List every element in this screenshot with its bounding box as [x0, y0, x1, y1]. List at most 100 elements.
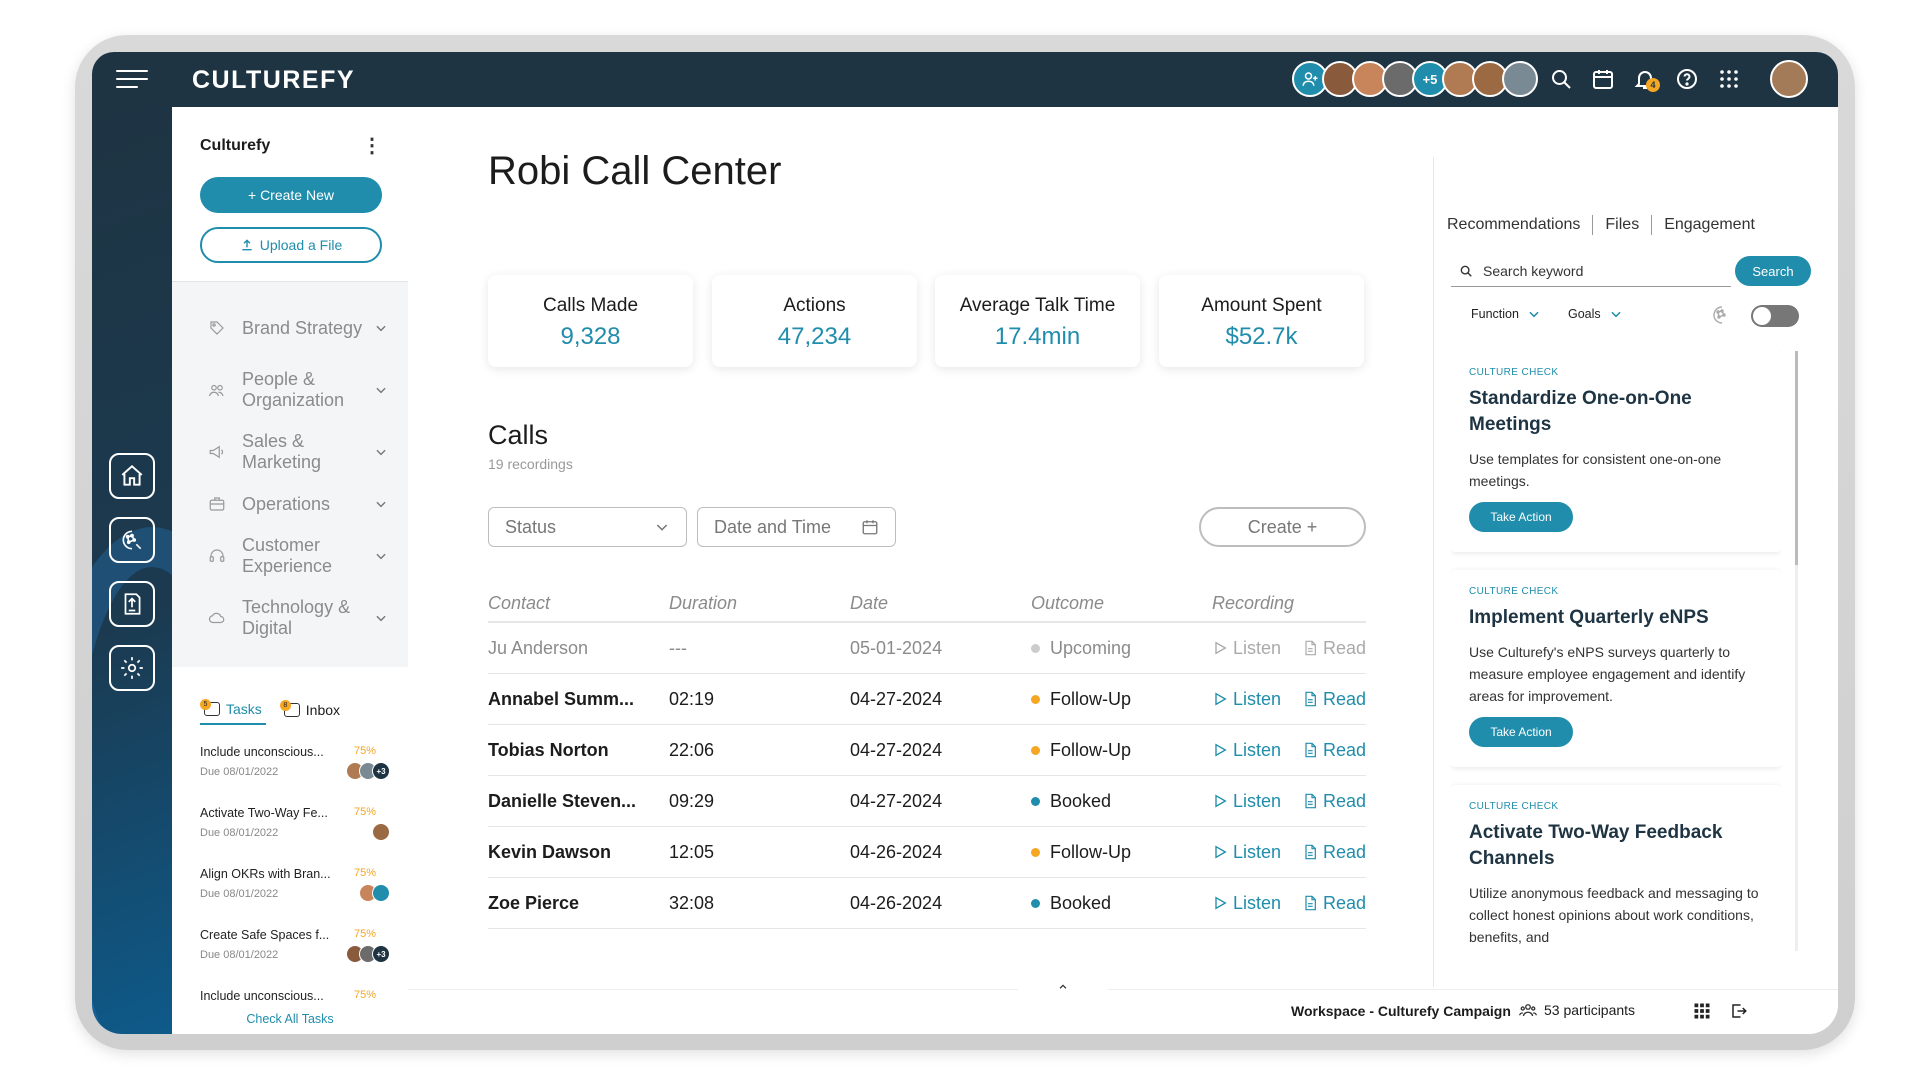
read-link[interactable]: Read [1302, 842, 1366, 863]
search-button[interactable]: Search [1735, 256, 1811, 286]
sidebar-item-brand-strategy[interactable]: Brand Strategy [172, 297, 408, 359]
status-filter[interactable]: Status [488, 507, 687, 547]
learning-icon[interactable] [109, 581, 155, 627]
tab-tasks[interactable]: 5 Tasks [200, 695, 266, 725]
search-icon[interactable] [1548, 64, 1574, 94]
more-options-icon[interactable]: ⋮ [362, 135, 382, 157]
help-icon[interactable] [1674, 64, 1700, 94]
card-kicker: CULTURE CHECK [1469, 586, 1559, 597]
date-time-filter[interactable]: Date and Time [697, 507, 896, 547]
listen-label: Listen [1233, 637, 1282, 658]
ai-brain-icon[interactable] [1709, 303, 1735, 327]
chevron-down-icon[interactable] [374, 549, 388, 563]
chevron-down-icon[interactable] [374, 383, 388, 397]
chevron-down-icon[interactable] [374, 611, 388, 625]
bell-icon[interactable]: 4 [1632, 64, 1660, 94]
read-link[interactable]: Read [1302, 689, 1366, 710]
apps-grid-icon[interactable] [1716, 64, 1742, 94]
card-kicker: CULTURE CHECK [1469, 801, 1559, 812]
page-title: Robi Call Center [488, 149, 782, 193]
column-header-contact[interactable]: Contact [488, 592, 551, 613]
scrollbar[interactable] [1795, 351, 1798, 951]
create-new-button[interactable]: + Create New [200, 177, 382, 213]
list-item[interactable]: Create Safe Spaces f... 75% Due 08/01/20… [200, 920, 390, 981]
status-dot [1031, 847, 1040, 857]
listen-link[interactable]: Listen [1212, 638, 1302, 659]
user-avatar[interactable] [1770, 60, 1808, 98]
chevron-down-icon[interactable] [374, 321, 388, 335]
table-row[interactable]: Kevin Dawson 12:05 04-26-2024 Follow-Up List… [488, 827, 1366, 878]
list-item[interactable]: Activate Two-Way Fe... 75% Due 08/01/202… [200, 798, 390, 859]
avatar[interactable] [1322, 61, 1358, 97]
category-nav: Brand Strategy People & Organization Sal… [172, 297, 408, 649]
listen-link[interactable]: Listen [1212, 791, 1302, 812]
duration-cell: 02:19 [669, 688, 715, 709]
recording-cell: Listen Read [1212, 740, 1366, 761]
read-link[interactable]: Read [1302, 893, 1366, 914]
tab-recommendations[interactable]: Recommendations [1447, 216, 1581, 233]
list-item[interactable]: Include unconscious... 75% Due 08/01/202… [200, 737, 390, 798]
recommendation-list: CULTURE CHECK Standardize One-on-One Mee… [1451, 351, 1781, 951]
listen-link[interactable]: Listen [1212, 740, 1302, 761]
create-call-button[interactable]: Create + [1199, 507, 1366, 547]
column-header-recording[interactable]: Recording [1212, 592, 1295, 613]
avatar[interactable] [1502, 61, 1538, 97]
megaphone-icon [208, 443, 226, 461]
take-action-button[interactable]: Take Action [1469, 502, 1573, 532]
sidebar-item-operations[interactable]: Operations [172, 483, 408, 525]
function-filter[interactable]: Function [1471, 307, 1541, 321]
chevron-up-icon[interactable] [1057, 982, 1069, 992]
tasks-icon: 5 [200, 699, 220, 716]
participants-avatars[interactable]: +5 [1292, 61, 1538, 99]
apps-grid-icon[interactable] [1693, 1002, 1711, 1020]
chevron-down-icon [1611, 311, 1621, 318]
menu-icon[interactable] [116, 70, 148, 90]
sidebar-item-technology[interactable]: Technology & Digital [172, 587, 408, 649]
read-link[interactable]: Read [1302, 740, 1366, 761]
column-header-date[interactable]: Date [850, 592, 889, 613]
recording-cell: Listen Read [1212, 689, 1366, 710]
check-all-tasks-link[interactable]: Check All Tasks [246, 1012, 334, 1026]
exit-icon[interactable] [1730, 1002, 1748, 1020]
list-item[interactable]: Include unconscious... 75% [200, 981, 390, 1005]
listen-link[interactable]: Listen [1212, 689, 1302, 710]
home-icon[interactable] [109, 453, 155, 499]
calendar-icon[interactable] [1590, 64, 1616, 94]
list-item[interactable]: Align OKRs with Bran... 75% Due 08/01/20… [200, 859, 390, 920]
take-action-button[interactable]: Take Action [1469, 717, 1573, 747]
upload-file-button[interactable]: Upload a File [200, 227, 382, 263]
table-row[interactable]: Tobias Norton 22:06 04-27-2024 Follow-Up Lis… [488, 725, 1366, 776]
column-header-duration[interactable]: Duration [669, 592, 738, 613]
search-input[interactable]: Search keyword [1451, 255, 1731, 287]
goals-filter[interactable]: Goals [1568, 307, 1623, 321]
sidebar-item-sales[interactable]: Sales & Marketing [172, 421, 408, 483]
participants-count[interactable]: 53 participants [1518, 1001, 1635, 1019]
listen-label: Listen [1233, 841, 1282, 862]
brain-icon[interactable] [109, 517, 155, 563]
tab-engagement[interactable]: Engagement [1664, 216, 1755, 233]
read-link[interactable]: Read [1302, 791, 1366, 812]
brand-logo[interactable]: CULTUREFY [192, 66, 356, 94]
listen-link[interactable]: Listen [1212, 842, 1302, 863]
table-row[interactable]: Annabel Summ... 02:19 04-27-2024 Follow-Up L… [488, 674, 1366, 725]
sidebar-item-people[interactable]: People & Organization [172, 359, 408, 421]
table-row[interactable]: Danielle Steven... 09:29 04-27-2024 Booked L… [488, 776, 1366, 827]
table-row[interactable]: Ju Anderson --- 05-01-2024 Upcoming Listen Re… [488, 623, 1366, 674]
read-link[interactable]: Read [1302, 638, 1366, 659]
outcome-label: Booked [1050, 892, 1112, 913]
ai-toggle[interactable] [1751, 305, 1799, 327]
workspace-name: Culturefy [200, 137, 271, 154]
sidebar-item-label: Customer Experience [242, 535, 333, 576]
expand-tab[interactable] [1018, 974, 1108, 992]
tab-files[interactable]: Files [1605, 216, 1640, 233]
play-icon [1215, 641, 1227, 655]
settings-icon[interactable] [109, 645, 155, 691]
column-header-outcome[interactable]: Outcome [1031, 592, 1105, 613]
listen-link[interactable]: Listen [1212, 893, 1302, 914]
tab-inbox[interactable]: 8 Inbox [279, 695, 340, 725]
table-row[interactable]: Zoe Pierce 32:08 04-26-2024 Booked Listen Rea… [488, 878, 1366, 929]
contact-cell: Annabel Summ... [488, 688, 635, 709]
chevron-down-icon[interactable] [374, 445, 388, 459]
sidebar-item-customer-experience[interactable]: Customer Experience [172, 525, 408, 587]
chevron-down-icon[interactable] [374, 497, 388, 511]
